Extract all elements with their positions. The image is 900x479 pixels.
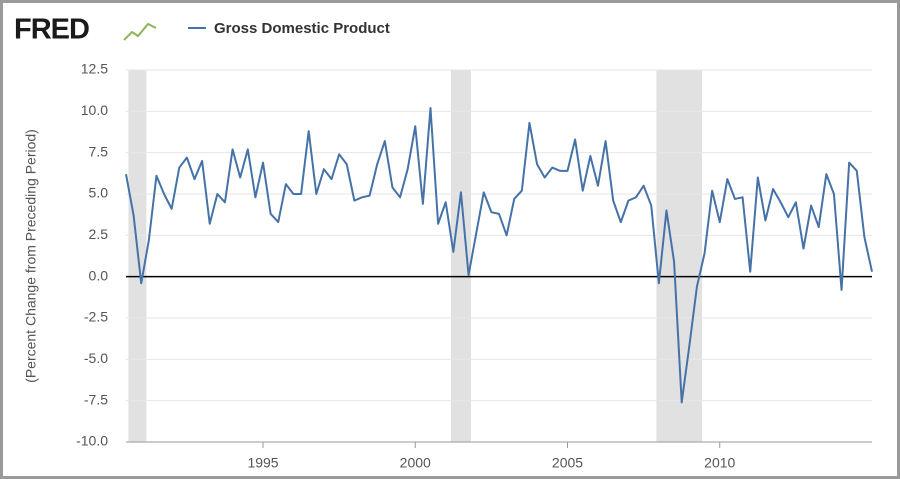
x-tick-label: 1995 (247, 455, 278, 471)
y-tick-label: 7.5 (89, 143, 109, 159)
x-tick-label: 2005 (552, 455, 583, 471)
y-tick-label: -10.0 (76, 433, 108, 449)
y-tick-label: 2.5 (89, 226, 109, 242)
y-tick-label: 5.0 (89, 185, 109, 201)
y-tick-label: 10.0 (81, 102, 108, 118)
legend-label: Gross Domestic Product (214, 20, 390, 37)
y-tick-label: -7.5 (84, 391, 108, 407)
recession-band (656, 70, 703, 442)
x-tick-label: 2010 (704, 455, 735, 471)
recession-band (450, 70, 471, 442)
y-tick-label: 0.0 (89, 267, 109, 283)
x-tick-label: 2000 (400, 455, 431, 471)
series-line (125, 107, 873, 404)
y-tick-label: 12.5 (81, 61, 108, 77)
y-tick-label: -2.5 (84, 309, 108, 325)
y-axis-label: (Percent Change from Preceding Period) (23, 129, 39, 383)
logo-icon (123, 22, 157, 41)
logo: FRED (14, 14, 89, 46)
y-tick-label: -5.0 (84, 350, 108, 366)
